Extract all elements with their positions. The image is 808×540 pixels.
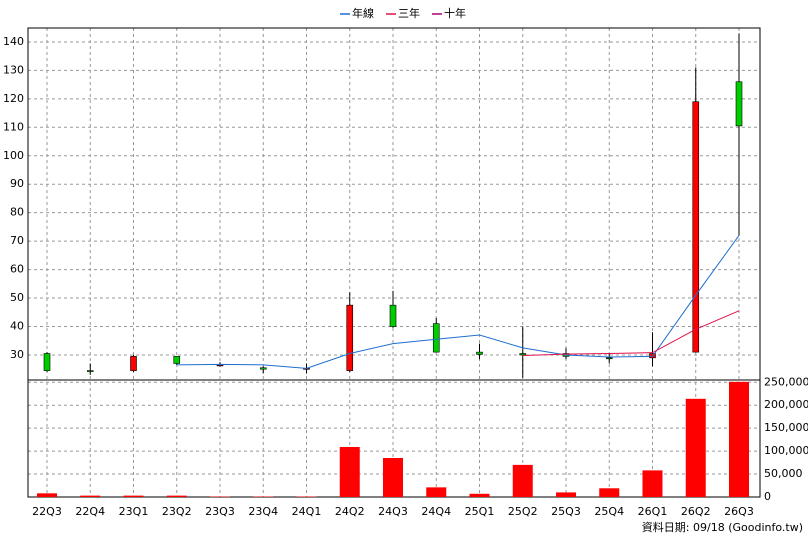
- volume-bar: [80, 495, 101, 497]
- candle-body: [692, 101, 700, 353]
- x-tick-label: 24Q3: [378, 505, 408, 518]
- x-tick-label: 23Q1: [119, 505, 149, 518]
- x-tick-label: 25Q2: [508, 505, 538, 518]
- y-tick-label: 90: [10, 177, 24, 190]
- line-series: [522, 310, 740, 357]
- volume-bar: [383, 458, 403, 497]
- x-tick-label: 23Q2: [162, 505, 192, 518]
- x-tick-label: 26Q3: [724, 505, 754, 518]
- footnote: 資料日期: 09/18 (Goodinfo.tw): [642, 520, 803, 534]
- x-tick-label: 24Q1: [292, 505, 322, 518]
- legend-label: 年線: [352, 6, 374, 20]
- volume-bar: [339, 446, 360, 497]
- y-tick-label: 140: [3, 35, 24, 48]
- x-tick-label: 22Q4: [75, 505, 105, 518]
- y-tick-label: 110: [3, 120, 24, 133]
- y2-tick-label: 100,000: [764, 444, 808, 457]
- y-tick-label: 120: [3, 92, 24, 105]
- volume-bar: [123, 495, 144, 497]
- x-tick-label: 24Q2: [335, 505, 365, 518]
- volume-bar: [426, 487, 447, 497]
- volume-bar: [642, 470, 663, 497]
- candle-body: [346, 304, 354, 371]
- legend-label: 十年: [444, 6, 466, 20]
- x-tick-label: 23Q4: [248, 505, 278, 518]
- x-tick-label: 23Q3: [205, 505, 235, 518]
- x-tick-label: 24Q4: [421, 505, 451, 518]
- candle-body: [389, 304, 397, 327]
- candle-body: [43, 353, 51, 371]
- candle-body: [605, 357, 613, 360]
- x-tick-label: 25Q4: [594, 505, 624, 518]
- y-tick-label: 130: [3, 63, 24, 76]
- x-tick-label: 26Q1: [638, 505, 668, 518]
- y-tick-label: 40: [10, 320, 24, 333]
- candle-body: [519, 353, 527, 356]
- y-tick-label: 80: [10, 206, 24, 219]
- x-tick-label: 26Q2: [681, 505, 711, 518]
- candle-body: [259, 367, 267, 370]
- candle-body: [130, 356, 137, 371]
- x-tick-label: 22Q3: [32, 505, 62, 518]
- y2-tick-label: 50,000: [764, 467, 803, 480]
- x-tick-label: 25Q1: [465, 505, 495, 518]
- volume-bar: [37, 493, 57, 497]
- y2-tick-label: 150,000: [764, 421, 808, 434]
- y-tick-label: 100: [3, 149, 24, 162]
- x-tick-label: 25Q3: [551, 505, 581, 518]
- candle-body: [216, 364, 224, 367]
- y-tick-label: 70: [10, 234, 24, 247]
- volume-bar: [512, 464, 533, 497]
- volume-bar: [469, 493, 490, 497]
- y-tick-label: 60: [10, 263, 24, 276]
- y2-tick-label: 200,000: [764, 398, 808, 411]
- volume-bar: [685, 398, 706, 497]
- legend-label: 三年: [398, 6, 420, 20]
- volume-bar: [556, 492, 576, 497]
- plot-frame: [27, 27, 761, 498]
- candle-body: [476, 351, 483, 355]
- candle-body: [432, 323, 440, 353]
- candle-body: [173, 356, 181, 364]
- volume-bar: [599, 488, 620, 497]
- candle-body: [735, 81, 743, 127]
- volume-bar: [729, 381, 749, 497]
- volume-bar: [166, 495, 187, 497]
- y2-tick-label: 0: [764, 490, 771, 503]
- candle-body: [86, 370, 94, 372]
- line-series: [176, 235, 740, 369]
- y2-tick-label: 250,000: [764, 375, 808, 388]
- y-tick-label: 50: [10, 291, 24, 304]
- y-tick-label: 30: [10, 348, 24, 361]
